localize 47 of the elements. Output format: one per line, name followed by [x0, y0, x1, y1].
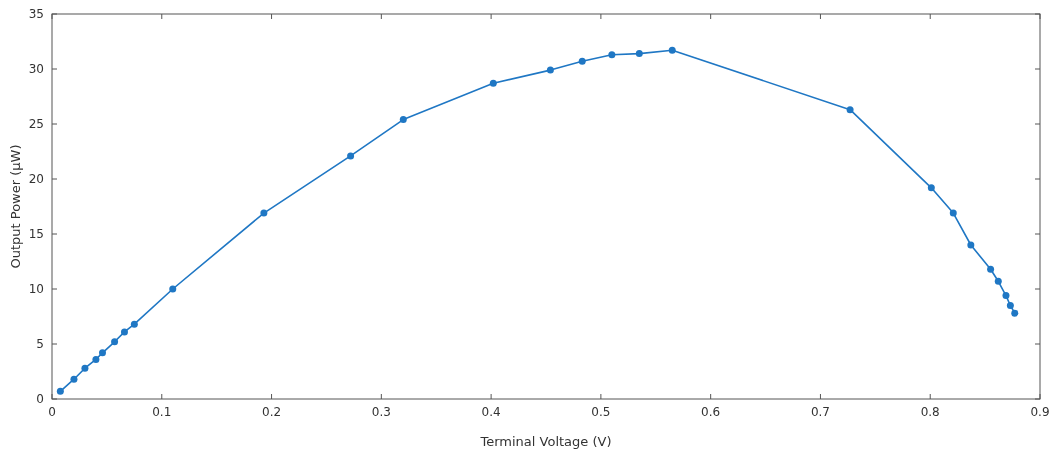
point	[347, 152, 355, 160]
point	[92, 355, 100, 363]
point	[949, 209, 957, 217]
point	[846, 106, 854, 114]
x-tick-label: 0.9	[1030, 405, 1050, 419]
y-tick-label: 15	[28, 227, 44, 241]
point	[546, 66, 554, 74]
y-tick-label: 35	[28, 7, 44, 21]
point	[994, 277, 1002, 285]
point	[81, 364, 89, 372]
x-tick-label: 0.3	[371, 405, 391, 419]
point	[260, 209, 268, 217]
point	[399, 116, 407, 124]
y-tick-label: 5	[36, 337, 44, 351]
x-tick-label: 0.1	[152, 405, 172, 419]
point	[120, 328, 128, 336]
x-tick-label: 0.6	[701, 405, 721, 419]
point	[635, 50, 643, 58]
point	[927, 184, 935, 192]
point	[578, 57, 586, 65]
y-axis-title: Output Power (µW)	[8, 144, 23, 269]
y-tick-label: 0	[36, 392, 44, 406]
x-tick-label: 0.2	[262, 405, 282, 419]
y-tick-label: 10	[28, 282, 44, 296]
point	[169, 285, 177, 293]
point	[608, 51, 616, 59]
point	[130, 320, 138, 328]
point	[987, 265, 995, 273]
point	[967, 241, 975, 249]
point	[1011, 309, 1019, 317]
y-tick-label: 20	[28, 172, 44, 186]
x-axis-title: Terminal Voltage (V)	[479, 434, 612, 449]
point	[489, 79, 497, 87]
y-tick-label: 25	[28, 117, 44, 131]
point	[1002, 292, 1010, 300]
point	[70, 375, 78, 383]
point	[111, 338, 119, 346]
x-tick-label: 0.7	[810, 405, 830, 419]
x-tick-label: 0.4	[481, 405, 501, 419]
x-tick-label: 0.5	[591, 405, 611, 419]
point	[1006, 302, 1014, 309]
x-tick-label: 0.8	[920, 405, 940, 419]
point	[56, 387, 64, 395]
point	[668, 46, 676, 54]
point	[99, 349, 106, 357]
x-tick-label: 0	[48, 405, 56, 419]
y-tick-label: 30	[28, 62, 44, 76]
